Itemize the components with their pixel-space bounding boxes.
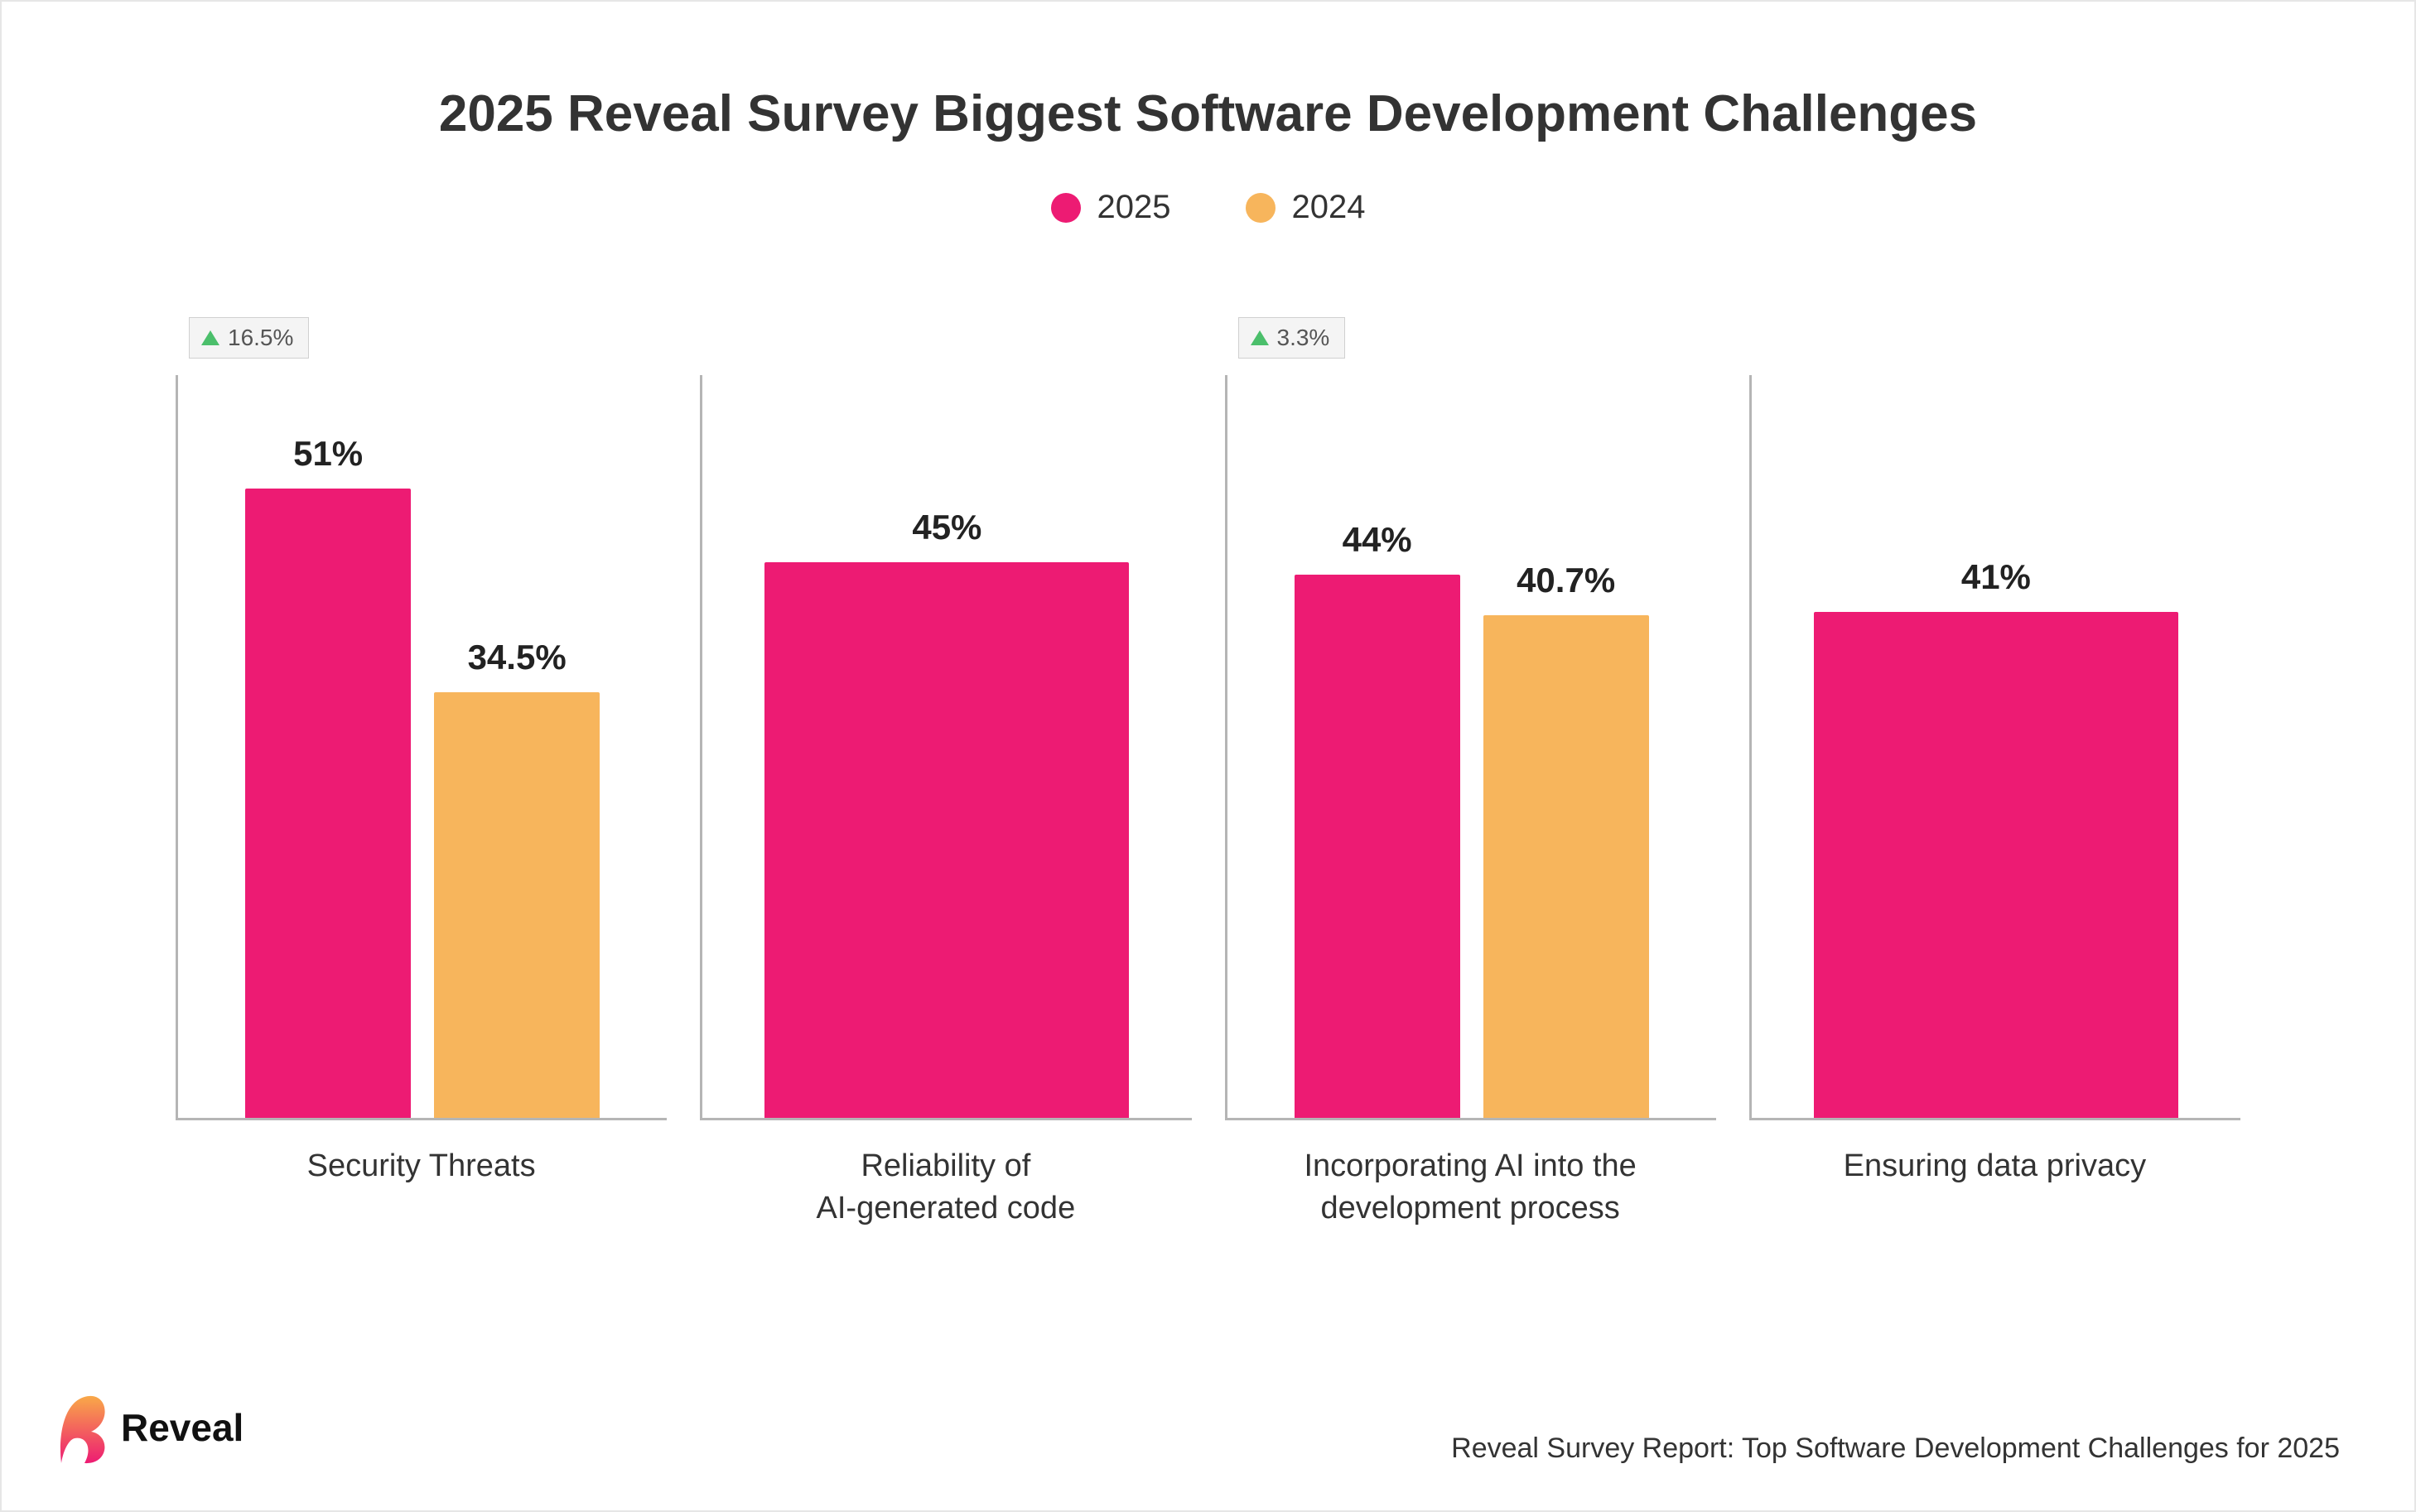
bar-value-label: 51% xyxy=(293,434,363,474)
bar-wrap: 51% xyxy=(245,434,411,1118)
footer-caption: Reveal Survey Report: Top Software Devel… xyxy=(1451,1433,2340,1465)
bar-wrap: 41% xyxy=(1814,557,2178,1118)
arrow-up-icon xyxy=(1251,330,1269,345)
plot-area: 45% xyxy=(700,375,1191,1120)
bar-wrap: 34.5% xyxy=(434,638,600,1118)
bar-value-label: 44% xyxy=(1343,520,1412,560)
chart-title: 2025 Reveal Survey Biggest Software Deve… xyxy=(76,84,2340,143)
bar xyxy=(1814,612,2178,1118)
legend-item: 2025 xyxy=(1051,189,1171,226)
bar-wrap: 40.7% xyxy=(1483,561,1649,1118)
bar xyxy=(434,692,600,1118)
category-label: Security Threats xyxy=(176,1145,667,1236)
delta-value: 16.5% xyxy=(228,325,293,351)
bar-wrap: 45% xyxy=(764,508,1129,1118)
chart-panel: 41% Ensuring data privacy xyxy=(1749,317,2240,1236)
footer: Reveal Reveal Survey Report: Top Softwar… xyxy=(51,1390,2340,1465)
bar-value-label: 34.5% xyxy=(468,638,567,677)
chart-area: 16.5% 51% 34.5% Security Threats 45% Reliabil… xyxy=(76,317,2340,1236)
delta-value: 3.3% xyxy=(1277,325,1330,351)
category-label: Incorporating AI into thedevelopment pro… xyxy=(1225,1145,1716,1236)
bar xyxy=(1483,615,1649,1118)
chart-panel: 45% Reliability ofAI-generated code xyxy=(700,317,1191,1236)
legend-label: 2025 xyxy=(1097,189,1171,226)
category-label: Ensuring data privacy xyxy=(1749,1145,2240,1236)
plot-area: 51% 34.5% xyxy=(176,375,667,1120)
reveal-logo-icon xyxy=(51,1390,109,1465)
chart-frame: 2025 Reveal Survey Biggest Software Deve… xyxy=(0,0,2416,1512)
bar-value-label: 40.7% xyxy=(1517,561,1615,600)
delta-badge: 3.3% xyxy=(1238,317,1346,359)
legend-dot-icon xyxy=(1246,193,1276,223)
bar xyxy=(1295,575,1460,1118)
bar-value-label: 45% xyxy=(912,508,981,547)
bar-value-label: 41% xyxy=(1961,557,2031,597)
legend: 2025 2024 xyxy=(76,189,2340,226)
arrow-up-icon xyxy=(201,330,219,345)
brand-logo-text: Reveal xyxy=(121,1405,244,1450)
plot-area: 41% xyxy=(1749,375,2240,1120)
bar xyxy=(764,562,1129,1118)
legend-item: 2024 xyxy=(1246,189,1366,226)
category-label: Reliability ofAI-generated code xyxy=(700,1145,1191,1236)
brand-logo: Reveal xyxy=(51,1390,244,1465)
delta-badge: 16.5% xyxy=(189,317,309,359)
chart-panel: 3.3% 44% 40.7% Incorporating AI into thedev… xyxy=(1225,317,1716,1236)
bar xyxy=(245,489,411,1118)
bar-wrap: 44% xyxy=(1295,520,1460,1118)
plot-area: 44% 40.7% xyxy=(1225,375,1716,1120)
legend-label: 2024 xyxy=(1292,189,1366,226)
legend-dot-icon xyxy=(1051,193,1081,223)
chart-panel: 16.5% 51% 34.5% Security Threats xyxy=(176,317,667,1236)
